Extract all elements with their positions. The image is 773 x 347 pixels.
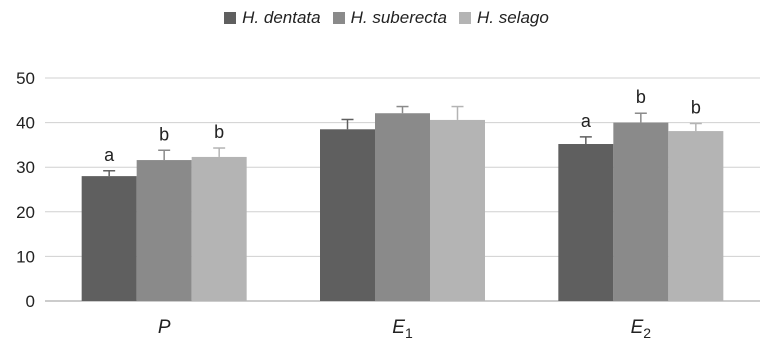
significance-letter: b (214, 122, 224, 142)
legend-swatch (332, 12, 345, 24)
legend-swatch (224, 12, 237, 24)
significance-letter: b (159, 124, 169, 144)
bar (81, 176, 137, 301)
significance-letter: a (581, 111, 592, 131)
y-tick-label: 40 (16, 114, 35, 133)
chart-legend: H. dentata H. suberecta H. selago (0, 8, 773, 28)
legend-item: H. dentata (224, 8, 321, 28)
significance-letter: a (104, 145, 115, 165)
significance-letter: b (691, 97, 701, 117)
y-tick-label: 20 (16, 203, 35, 222)
legend-label: H. selago (477, 8, 549, 27)
legend-item: H. selago (459, 8, 549, 28)
legend-item: H. suberecta (332, 8, 447, 28)
y-tick-label: 30 (16, 158, 35, 177)
legend-label: H. suberecta (350, 8, 447, 27)
bar (668, 131, 724, 301)
legend-label: H. dentata (242, 8, 321, 27)
y-tick-label: 0 (26, 292, 35, 311)
x-tick-label: E1 (392, 317, 413, 341)
significance-letter: b (636, 87, 646, 107)
bar (430, 119, 485, 301)
x-tick-label: E2 (631, 317, 652, 341)
x-tick-label-subscript: 1 (405, 325, 413, 341)
x-tick-label-main: E (392, 317, 405, 338)
bar (558, 144, 614, 301)
bar (613, 122, 669, 301)
y-tick-label: 50 (16, 69, 35, 88)
x-tick-label: P (158, 317, 171, 338)
x-tick-label-main: E (631, 317, 644, 338)
bar (375, 113, 430, 301)
x-tick-label-main: P (158, 317, 171, 338)
bar (191, 156, 247, 301)
x-tick-label-subscript: 2 (643, 325, 651, 341)
bar (136, 160, 192, 301)
legend-swatch (459, 12, 471, 24)
bar (320, 129, 375, 301)
y-tick-label: 10 (16, 247, 35, 266)
